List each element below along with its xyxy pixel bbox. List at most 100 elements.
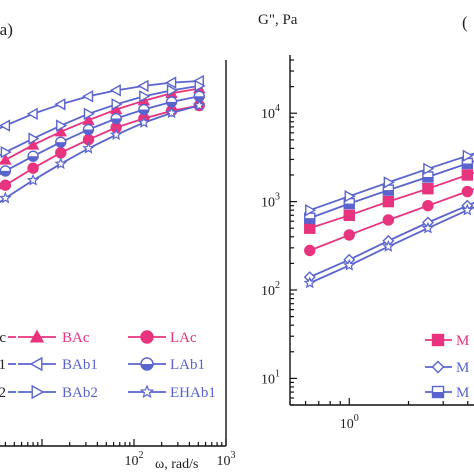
data-point (382, 214, 395, 226)
data-point (109, 128, 123, 141)
data-point (305, 203, 317, 217)
legend-label: BAc (62, 330, 90, 346)
data-point (26, 173, 40, 186)
series-ehab1 (0, 98, 206, 204)
data-point (423, 162, 435, 175)
data-point (26, 107, 38, 120)
legend-label: EHAb1 (170, 385, 216, 401)
data-point (137, 116, 151, 128)
series-line (0, 104, 200, 190)
legend-marker (431, 360, 445, 374)
data-point (383, 176, 395, 189)
legend-label: BAb1 (62, 357, 98, 373)
data-point (137, 79, 149, 93)
data-point-half (0, 170, 11, 176)
series-6 (305, 149, 474, 217)
data-point (56, 119, 68, 132)
data-point (343, 258, 356, 271)
data-point (0, 119, 11, 132)
series-bab2 (0, 79, 206, 159)
data-point (194, 79, 206, 93)
y-tick-label: 101 (261, 368, 280, 387)
data-point-half (383, 190, 394, 196)
legend-label-partial: M (456, 360, 469, 376)
data-point (304, 244, 316, 257)
y-tick-label: 102 (261, 280, 280, 299)
series-line (0, 87, 200, 164)
data-point (54, 157, 68, 170)
data-point (28, 132, 40, 145)
data-point (166, 84, 178, 97)
y-tick-label: 104 (261, 103, 280, 122)
data-point (343, 229, 355, 241)
data-point-half (422, 176, 433, 182)
legend-a: c b1 b2 BAc BAb1 BAb2 LAc LAb1 EHAb1 (0, 329, 216, 401)
data-point-half (138, 109, 149, 115)
data-point-half (194, 96, 205, 102)
y-axis-label: G", Pa (258, 12, 298, 28)
data-point (344, 190, 356, 203)
panel-a-plot (0, 74, 206, 204)
series-1 (304, 169, 474, 234)
data-point (462, 149, 474, 162)
data-point (461, 169, 474, 181)
data-point (139, 90, 151, 103)
panel-label-b: ( (462, 13, 468, 32)
legend-marker (139, 384, 155, 399)
series-line (0, 85, 200, 157)
data-point (82, 141, 95, 154)
legend-label-partial: b1 (0, 357, 6, 373)
legend-label-partial: c (0, 330, 6, 346)
data-point-half (462, 163, 473, 169)
data-point-half (55, 142, 66, 148)
data-point-half (83, 129, 94, 135)
legend-label-partial: M (456, 333, 469, 349)
series-line (0, 95, 200, 176)
data-point (54, 125, 67, 137)
data-point (0, 179, 12, 191)
data-point-half (166, 101, 177, 107)
series-5 (304, 157, 474, 224)
legend-label-partial: b2 (0, 385, 6, 401)
data-point (111, 98, 123, 111)
data-point (109, 84, 121, 97)
legend-label-partial: M (456, 385, 469, 401)
series-lab1 (0, 90, 205, 177)
legend-label: LAc (170, 330, 197, 346)
data-point-half (304, 218, 315, 224)
series-2 (304, 185, 474, 257)
data-point (382, 240, 395, 252)
legend-marker (140, 330, 154, 344)
data-point (0, 145, 12, 159)
series-line (0, 80, 200, 130)
legend-marker (31, 384, 45, 400)
series-4 (303, 203, 474, 289)
x-tick-label: 100 (340, 413, 359, 432)
data-point (0, 191, 12, 204)
data-point-half (344, 203, 355, 209)
legend-marker (431, 333, 445, 347)
data-point (26, 138, 40, 150)
data-point (54, 98, 66, 111)
series-lac (0, 99, 205, 191)
x-tick-label: 102 (125, 450, 144, 469)
series-line (309, 201, 474, 278)
legend-marker (29, 356, 43, 372)
data-point (304, 222, 316, 234)
data-point (83, 107, 95, 120)
x-axis-label: ω, rad/s (155, 457, 198, 472)
series-line (0, 104, 200, 204)
data-point (461, 203, 474, 216)
data-point (461, 185, 474, 198)
legend-marker-half (141, 364, 153, 370)
data-point (421, 221, 435, 234)
data-point (82, 90, 94, 103)
data-point (27, 162, 39, 174)
data-point-half (28, 156, 39, 162)
panel-b-plot (303, 149, 474, 289)
data-point (165, 76, 177, 89)
y-tick-label: 103 (261, 192, 280, 211)
data-point (193, 98, 206, 111)
